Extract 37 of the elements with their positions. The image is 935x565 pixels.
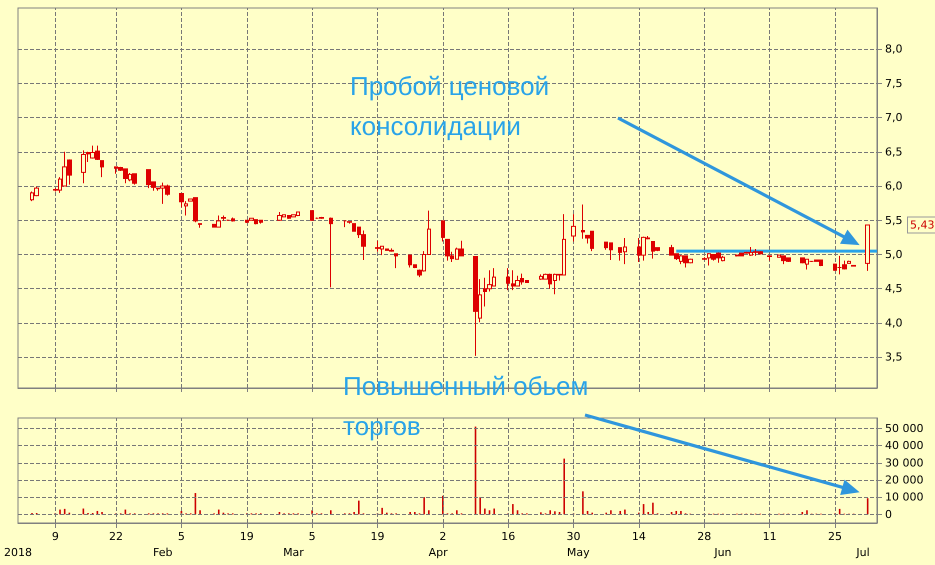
x2-tick-label: Mar [283, 546, 304, 559]
x-tick-label: 19 [240, 530, 254, 543]
x2-tick-label: Jun [713, 546, 732, 559]
x-tick-label: 2 [439, 530, 446, 543]
y-tick-label: 10 000 [885, 490, 924, 504]
y-tick-label: 5,5 [885, 214, 902, 227]
y-tick-label: 0 [885, 508, 892, 521]
x-tick-label: 5 [308, 530, 316, 543]
y-tick-label: 8,0 [885, 42, 902, 56]
y-tick-label: 50 000 [885, 422, 924, 435]
x-tick-label: 9 [52, 530, 59, 543]
y-tick-label: 4,0 [885, 316, 902, 330]
x-tick-label: 28 [697, 530, 712, 543]
y-tick-label: 4,5 [885, 282, 902, 296]
x2-tick-label: May [566, 546, 590, 559]
x2-tick-label: Feb [152, 546, 172, 559]
x2-tick-label: Apr [428, 546, 448, 559]
x-tick-label: 30 [566, 530, 581, 543]
x2-tick-label: Jul [855, 546, 870, 559]
y-tick-label: 40 000 [885, 439, 924, 452]
x-tick-label: 19 [370, 530, 384, 543]
y-tick-label: 5,0 [885, 248, 902, 261]
y-tick-label: 20 000 [885, 473, 924, 486]
x-tick-label: 5 [178, 530, 185, 543]
y-tick-label: 6,0 [885, 180, 902, 193]
y-tick-label: 6,5 [885, 145, 902, 158]
x2-tick-label: 2018 [4, 546, 32, 559]
x-tick-label: 22 [109, 530, 124, 543]
y-tick-label: 7,0 [885, 111, 902, 124]
x-tick-label: 11 [762, 530, 777, 543]
x-tick-label: 16 [501, 530, 516, 543]
y-tick-label: 3,5 [885, 350, 902, 364]
y-tick-label: 7,5 [885, 76, 902, 90]
y-tick-label: 30 000 [885, 456, 924, 470]
x-tick-label: 25 [828, 530, 842, 543]
x-tick-label: 14 [632, 530, 646, 543]
text: 5,43 [910, 218, 934, 232]
